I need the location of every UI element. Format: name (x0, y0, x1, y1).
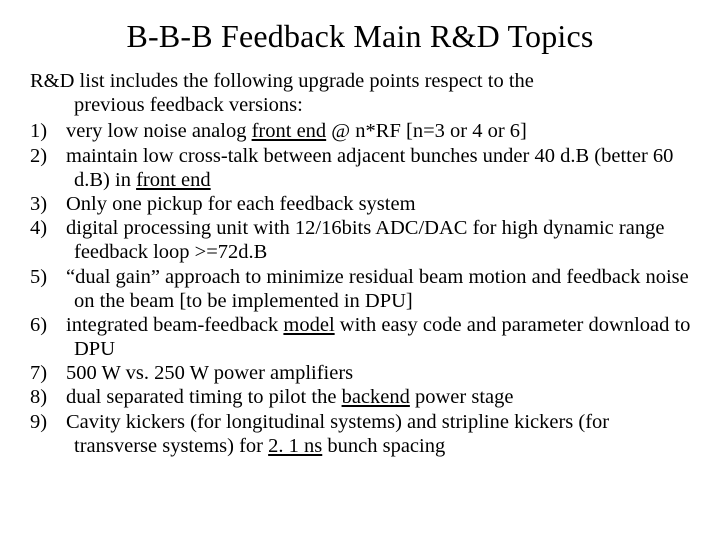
list-item: Cavity kickers (for longitudinal systems… (30, 410, 692, 458)
item-text: Only one pickup for each feedback system (66, 193, 416, 215)
item-underline: front end (136, 169, 211, 191)
intro-line: R&D list includes the following upgrade … (30, 70, 534, 92)
list-item: integrated beam-feedback model with easy… (30, 313, 692, 361)
slide: B-B-B Feedback Main R&D Topics R&D list … (0, 0, 720, 540)
list-item: 500 W vs. 250 W power amplifiers (30, 361, 692, 385)
list-item: dual separated timing to pilot the backe… (30, 385, 692, 409)
list-item: maintain low cross-talk between adjacent… (30, 144, 692, 192)
item-text: integrated beam-feedback (66, 314, 283, 336)
item-underline: backend (342, 386, 410, 408)
intro-line: previous feedback versions: (74, 94, 303, 116)
list-item: digital processing unit with 12/16bits A… (30, 216, 692, 264)
item-underline: front end (252, 120, 327, 142)
list-item: Only one pickup for each feedback system (30, 192, 692, 216)
numbered-list: very low noise analog front end @ n*RF [… (28, 119, 692, 458)
list-item: “dual gain” approach to minimize residua… (30, 265, 692, 313)
item-text: 500 W vs. 250 W power amplifiers (66, 362, 353, 384)
item-text: bunch spacing (322, 435, 445, 457)
item-text: dual separated timing to pilot the (66, 386, 342, 408)
intro-text: R&D list includes the following upgrade … (28, 69, 692, 117)
item-underline: model (283, 314, 334, 336)
item-text: “dual gain” approach to minimize residua… (66, 266, 689, 312)
item-text: very low noise analog (66, 120, 252, 142)
item-text: digital processing unit with 12/16bits A… (66, 217, 664, 263)
item-underline: 2. 1 ns (268, 435, 322, 457)
item-text: @ n*RF [n=3 or 4 or 6] (326, 120, 527, 142)
list-item: very low noise analog front end @ n*RF [… (30, 119, 692, 143)
item-text: power stage (410, 386, 514, 408)
slide-title: B-B-B Feedback Main R&D Topics (28, 18, 692, 55)
